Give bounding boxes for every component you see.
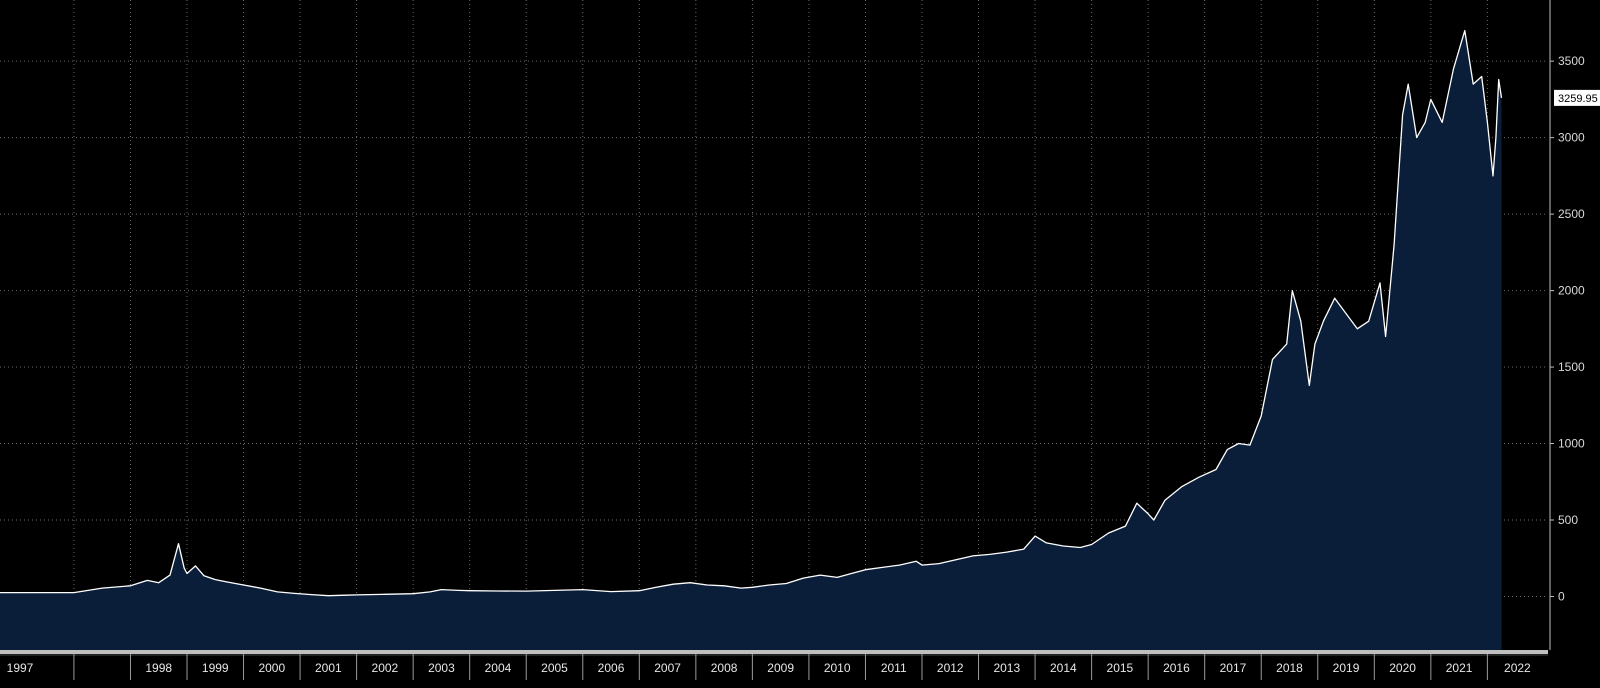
x-tick-label: 2000 xyxy=(258,661,285,675)
x-tick-label: 2007 xyxy=(654,661,681,675)
x-tick-label: 1997 xyxy=(7,661,34,675)
x-tick-label: 2001 xyxy=(315,661,342,675)
x-tick-label: 2005 xyxy=(541,661,568,675)
x-tick-label: 2009 xyxy=(767,661,794,675)
series-line xyxy=(0,29,1503,597)
x-tick-label: 1999 xyxy=(202,661,229,675)
last-value-badge xyxy=(1554,89,1600,106)
y-tick-label: 2500 xyxy=(1558,207,1585,221)
y-tick-label: 500 xyxy=(1558,513,1578,527)
x-tick-label: 2014 xyxy=(1050,661,1077,675)
x-axis-bar xyxy=(0,650,1548,654)
x-tick-label: 2015 xyxy=(1107,661,1134,675)
x-tick-label: 2008 xyxy=(711,661,738,675)
x-tick-label: 2011 xyxy=(881,661,907,675)
x-tick-label: 2006 xyxy=(598,661,625,675)
x-tick-label: 2003 xyxy=(428,661,455,675)
x-tick-label: 2019 xyxy=(1333,661,1360,675)
x-tick-label: 2017 xyxy=(1220,661,1247,675)
x-tick-label: 2018 xyxy=(1276,661,1303,675)
y-tick-label: 3000 xyxy=(1558,131,1585,145)
y-tick-label: 2000 xyxy=(1558,284,1585,298)
y-tick-label: 3500 xyxy=(1558,54,1585,68)
x-tick-label: 2022 xyxy=(1504,661,1531,675)
y-tick-label: 1500 xyxy=(1558,360,1585,374)
x-tick-label: 1998 xyxy=(145,661,172,675)
y-tick-label: 0 xyxy=(1558,589,1565,603)
x-tick-label: 2020 xyxy=(1389,661,1416,675)
x-tick-label: 2013 xyxy=(993,661,1020,675)
x-tick-label: 2002 xyxy=(372,661,399,675)
x-tick-label: 2016 xyxy=(1163,661,1190,675)
x-tick-label: 2021 xyxy=(1446,661,1473,675)
x-tick-label: 2010 xyxy=(824,661,851,675)
area-fill xyxy=(0,30,1502,651)
x-tick-label: 2004 xyxy=(485,661,512,675)
last-value-label: 3259.95 xyxy=(1558,93,1598,105)
y-tick-label: 1000 xyxy=(1558,437,1585,451)
x-tick-label: 2012 xyxy=(937,661,964,675)
